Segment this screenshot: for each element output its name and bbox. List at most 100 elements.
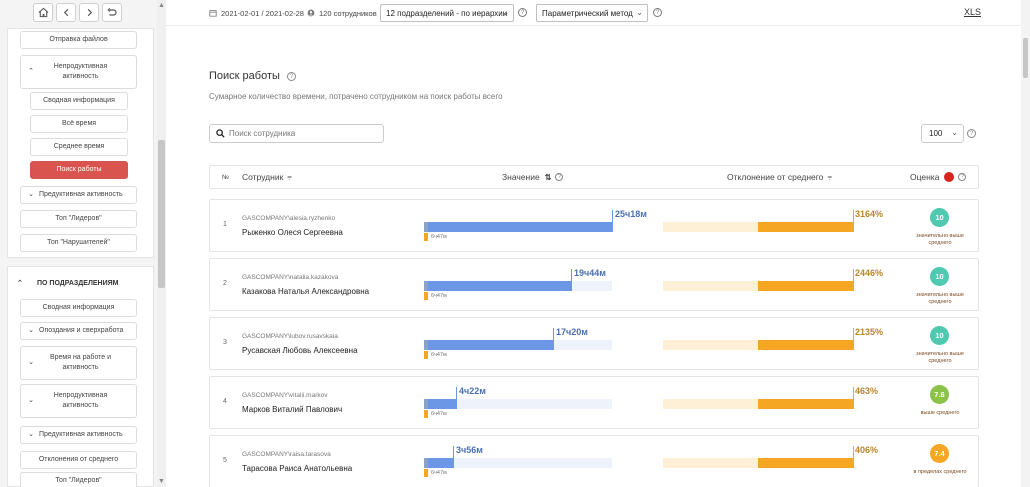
help-icon[interactable]: ? (967, 129, 976, 138)
sidebar-item-label: Поиск работы (56, 165, 102, 173)
help-icon[interactable]: ? (518, 8, 527, 17)
col-deviation[interactable]: Отклонение от среднего ⩦ (727, 166, 832, 188)
employee-name[interactable]: Тарасова Раиса Анатольевна (242, 464, 353, 473)
sidebar-item-unproductive[interactable]: ⌃ Непродуктивная активность (20, 55, 137, 89)
sidebar-scrollbar[interactable]: ▲ ▼ (157, 0, 166, 487)
chevron-left-icon[interactable] (56, 3, 76, 22)
sidebar-item-job-search[interactable]: Поиск работы (30, 161, 128, 179)
sidebar-item-all-time[interactable]: Всё время (30, 115, 128, 133)
col-employee[interactable]: Сотрудник ⩦ (242, 166, 292, 188)
deviation-bar: 406% -100% 0% 100% (663, 445, 878, 468)
nav-toolbar (33, 3, 122, 22)
table-row[interactable]: 3 GASCOMPANY\lubov.rusavskaia Русавская … (209, 317, 979, 382)
employee-name[interactable]: Марков Виталий Павлович (242, 405, 343, 414)
main-scroll-thumb[interactable] (1023, 38, 1028, 78)
method-select[interactable]: Параметрический метод ⌄ (536, 4, 648, 22)
department-select[interactable]: 12 подразделений - по иерархии ⌄ (380, 4, 514, 22)
sidebar-item-label: Непродуктивная активность (53, 62, 108, 80)
sidebar-item-dept-productive[interactable]: ⌄ Предуктивная активность (20, 426, 137, 444)
chevron-right-icon[interactable] (79, 3, 99, 22)
page-size-select[interactable]: 100 ⌄ (921, 124, 964, 143)
search-box[interactable] (209, 124, 384, 143)
filter-icon[interactable]: ⩦ (827, 172, 833, 181)
sidebar-item-dept-top-leaders[interactable]: Топ "Лидеров" (20, 472, 137, 487)
sidebar-item-work-time[interactable]: ⌄ Время на работе и активность (20, 346, 137, 380)
col-employee-label: Сотрудник (242, 172, 284, 182)
score-label: значительно выше среднего (916, 233, 964, 247)
deviation-bar-marker (853, 387, 854, 409)
score-label: в пределах среднего (913, 469, 967, 475)
sidebar-item-top-violators[interactable]: Топ "Нарушителей" (20, 234, 137, 252)
table-row[interactable]: 4 GASCOMPANY\vitalii.markov Марков Витал… (209, 376, 979, 441)
row-number: 4 (223, 398, 227, 405)
sort-icon[interactable]: ⇅ (544, 172, 552, 182)
deviation-label: 463% (855, 386, 879, 396)
export-xls-link[interactable]: XLS (964, 7, 982, 17)
filter-icon[interactable]: ⩦ (287, 172, 292, 181)
search-input[interactable] (229, 129, 379, 138)
value-label: 19ч44м (574, 268, 606, 278)
help-icon[interactable]: ? (286, 72, 296, 81)
average-marker (424, 351, 428, 359)
score-label: выше среднего (920, 410, 960, 416)
sidebar-scroll-thumb[interactable] (158, 140, 165, 288)
sidebar-item-summary[interactable]: Сводная информация (30, 92, 128, 110)
deviation-bar: 3164% -100% 0% 100% (663, 209, 883, 264)
dept-section-header[interactable]: ⌃ ПО ПОДРАЗДЕЛЕНИЯМ (13, 273, 148, 293)
employee-name[interactable]: Русавская Любовь Алексеевна (242, 346, 358, 355)
value-bar-lead (424, 222, 428, 232)
value-bar-lead (424, 458, 428, 468)
value-bar-marker (456, 387, 457, 409)
col-num: № (222, 173, 229, 181)
alert-icon (944, 172, 955, 182)
sidebar-item-dept-summary[interactable]: Сводная информация (20, 299, 137, 317)
scroll-down-icon[interactable]: ▼ (158, 478, 165, 485)
table-row[interactable]: 5 GASCOMPANY\raisa.tarasova Тарасова Раи… (209, 435, 979, 487)
value-bar-lead (424, 281, 428, 291)
score-label: значительно выше среднего (916, 351, 964, 365)
col-score-label: Оценка (910, 172, 940, 182)
sidebar-item-label: Предуктивная активность (39, 430, 123, 438)
average-marker (424, 469, 428, 477)
value-bar-marker (571, 269, 572, 291)
deviation-bar-marker (853, 269, 854, 291)
average-label: 6ч47м (431, 234, 447, 240)
main-scrollbar[interactable] (1021, 0, 1030, 487)
average-label: 6ч47м (431, 293, 447, 299)
sidebar-item-send-files[interactable]: Отправка файлов (20, 31, 137, 49)
col-deviation-label: Отклонение от среднего (727, 172, 824, 182)
row-number: 1 (223, 221, 227, 228)
col-value[interactable]: Значение ⇅? (502, 166, 564, 188)
sidebar-item-dept-unproductive[interactable]: ⌄ Непродуктивная активность (20, 384, 137, 418)
table-row[interactable]: 2 GASCOMPANY\natalia.kazakova Казакова Н… (209, 258, 979, 323)
calendar-icon (209, 10, 217, 17)
home-icon[interactable] (33, 3, 53, 22)
help-icon[interactable]: ? (653, 8, 662, 17)
sidebar-item-avg-time[interactable]: Среднее время (30, 138, 128, 156)
deviation-bar: 2446% -100% 0% 100% (663, 268, 883, 323)
sidebar-item-deviations[interactable]: Отклонения от среднего (20, 451, 137, 469)
chevron-down-icon: ⌄ (28, 190, 34, 198)
chevron-down-icon: ⌄ (502, 8, 509, 17)
help-icon[interactable]: ? (958, 173, 967, 181)
undo-icon[interactable] (102, 3, 122, 22)
sidebar-item-productive[interactable]: ⌄ Предуктивная активность (20, 186, 137, 204)
sidebar-item-label: Время на работе и активность (49, 353, 112, 371)
table-row[interactable]: 1 GASCOMPANY\alesia.ryzhenko Рыженко Оле… (209, 199, 979, 264)
col-score[interactable]: Оценка? (910, 166, 967, 188)
employee-count: 120 сотрудников (307, 0, 377, 26)
sidebar-item-top-leaders[interactable]: Топ "Лидеров" (20, 210, 137, 228)
employee-login: GASCOMPANY\lubov.rusavskaia (242, 333, 338, 340)
employee-name[interactable]: Рыженко Олеся Сергеевна (242, 228, 343, 237)
page-title: Поиск работы ? (209, 70, 296, 82)
employee-name[interactable]: Казакова Наталья Александровна (242, 287, 370, 296)
date-range[interactable]: 2021-02-01 / 2021-02-28 (209, 0, 304, 26)
chevron-down-icon: ⌄ (28, 396, 34, 404)
sidebar: Отправка файлов ⌃ Непродуктивная активнос… (0, 0, 166, 487)
score-badge: 10 (930, 267, 949, 286)
score-badge: 10 (930, 326, 949, 345)
scroll-up-icon[interactable]: ▲ (158, 2, 165, 9)
sidebar-item-lateness[interactable]: ⌄ Опоздания и сверхработа (20, 322, 137, 340)
sidebar-item-label: Всё время (61, 119, 97, 127)
help-icon[interactable]: ? (555, 173, 564, 181)
